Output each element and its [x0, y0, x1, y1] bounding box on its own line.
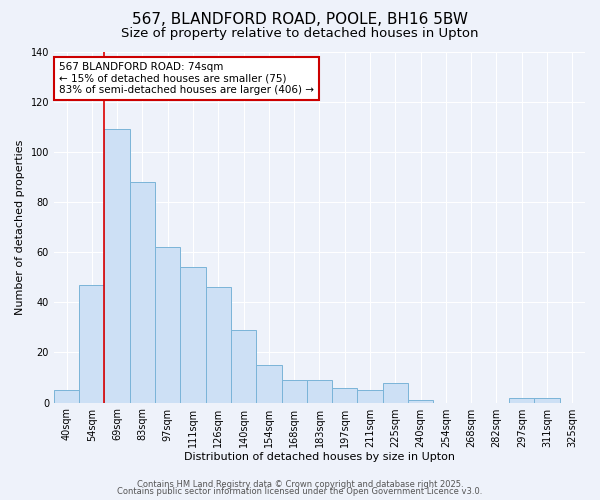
Bar — [509, 398, 535, 402]
Y-axis label: Number of detached properties: Number of detached properties — [15, 140, 25, 314]
Bar — [181, 267, 206, 402]
Bar — [130, 182, 155, 402]
Bar — [383, 382, 408, 402]
Text: Contains HM Land Registry data © Crown copyright and database right 2025.: Contains HM Land Registry data © Crown c… — [137, 480, 463, 489]
Bar — [535, 398, 560, 402]
Bar — [104, 129, 130, 402]
Bar — [281, 380, 307, 402]
Bar — [79, 284, 104, 403]
X-axis label: Distribution of detached houses by size in Upton: Distribution of detached houses by size … — [184, 452, 455, 462]
Bar — [358, 390, 383, 402]
Bar — [54, 390, 79, 402]
Bar — [408, 400, 433, 402]
Bar — [155, 247, 181, 402]
Bar — [307, 380, 332, 402]
Bar — [332, 388, 358, 402]
Bar — [231, 330, 256, 402]
Bar — [256, 365, 281, 403]
Text: Size of property relative to detached houses in Upton: Size of property relative to detached ho… — [121, 28, 479, 40]
Bar — [206, 287, 231, 403]
Text: 567 BLANDFORD ROAD: 74sqm
← 15% of detached houses are smaller (75)
83% of semi-: 567 BLANDFORD ROAD: 74sqm ← 15% of detac… — [59, 62, 314, 95]
Text: 567, BLANDFORD ROAD, POOLE, BH16 5BW: 567, BLANDFORD ROAD, POOLE, BH16 5BW — [132, 12, 468, 28]
Text: Contains public sector information licensed under the Open Government Licence v3: Contains public sector information licen… — [118, 487, 482, 496]
